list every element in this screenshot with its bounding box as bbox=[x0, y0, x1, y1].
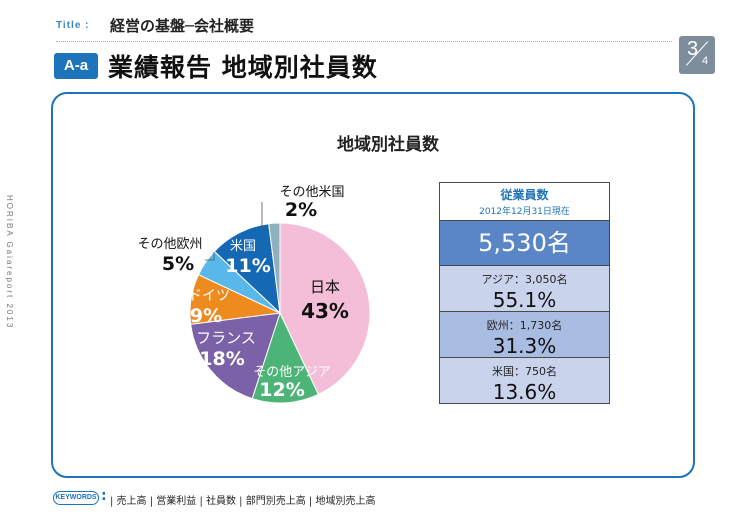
keywords-list: | 売上高 | 営業利益 | 社員数 | 部門別売上高 | 地域別売上高 bbox=[110, 496, 376, 507]
title-divider bbox=[56, 41, 672, 42]
pie-slice bbox=[251, 311, 319, 404]
row-label: 欧州：1,730名 bbox=[486, 319, 563, 332]
chart-title: 地域別社員数 bbox=[337, 135, 439, 155]
pie-slice bbox=[268, 222, 281, 314]
slice-percent: 12% bbox=[259, 379, 304, 401]
keywords-colon: : bbox=[101, 488, 107, 504]
slice-percent: 18% bbox=[199, 348, 244, 370]
slice-percent: 5% bbox=[162, 253, 194, 275]
pie-slice bbox=[190, 312, 281, 400]
page-indicator: 3 4 bbox=[679, 36, 715, 74]
keywords-badge: KEYWORDS bbox=[53, 491, 99, 505]
leader-line bbox=[205, 252, 215, 261]
document-title: 経営の基盤─会社概要 bbox=[110, 17, 255, 35]
slice-label: フランス bbox=[196, 329, 256, 347]
table-row-americas: 米国：750名 13.6% bbox=[440, 357, 609, 404]
slice-label: 日本 bbox=[310, 278, 340, 296]
side-report-label: HORIBA Gaiareport 2013 bbox=[5, 195, 14, 330]
slice-percent: 9% bbox=[190, 305, 222, 327]
slice-label: ドイツ bbox=[188, 288, 230, 304]
section-badge: A-a bbox=[54, 53, 98, 79]
row-percent: 55.1% bbox=[492, 288, 557, 312]
slice-label: その他米国 bbox=[279, 185, 344, 200]
leader-line bbox=[261, 202, 268, 229]
row-percent: 31.3% bbox=[492, 334, 557, 358]
row-label: 米国：750名 bbox=[492, 365, 557, 378]
section-title: 業績報告 地域別社員数 bbox=[108, 53, 378, 82]
row-percent: 13.6% bbox=[492, 380, 557, 404]
table-date-note: 2012年12月31日現在 bbox=[479, 207, 570, 217]
table-row-europe: 欧州：1,730名 31.3% bbox=[440, 311, 609, 358]
employee-table: 従業員数 2012年12月31日現在 5,530名 アジア：3,050名 55.… bbox=[439, 182, 610, 404]
slice-percent: 11% bbox=[225, 255, 270, 277]
slice-label: 米国 bbox=[230, 239, 256, 254]
slice-percent: 2% bbox=[285, 199, 317, 221]
table-row-asia: アジア：3,050名 55.1% bbox=[440, 265, 609, 312]
pie-slice bbox=[279, 222, 371, 396]
row-label: アジア：3,050名 bbox=[481, 273, 568, 286]
content-frame bbox=[51, 92, 695, 478]
slice-label: その他欧州 bbox=[137, 237, 202, 252]
page-current: 3 bbox=[687, 38, 699, 60]
title-tag: Title : bbox=[56, 20, 90, 31]
slice-percent: 43% bbox=[301, 299, 349, 323]
table-header: 従業員数 2012年12月31日現在 bbox=[440, 183, 609, 220]
table-total: 5,530名 bbox=[440, 220, 609, 265]
page-total: 4 bbox=[702, 55, 709, 67]
table-header-title: 従業員数 bbox=[500, 188, 549, 202]
slice-label: その他アジア bbox=[253, 365, 330, 380]
